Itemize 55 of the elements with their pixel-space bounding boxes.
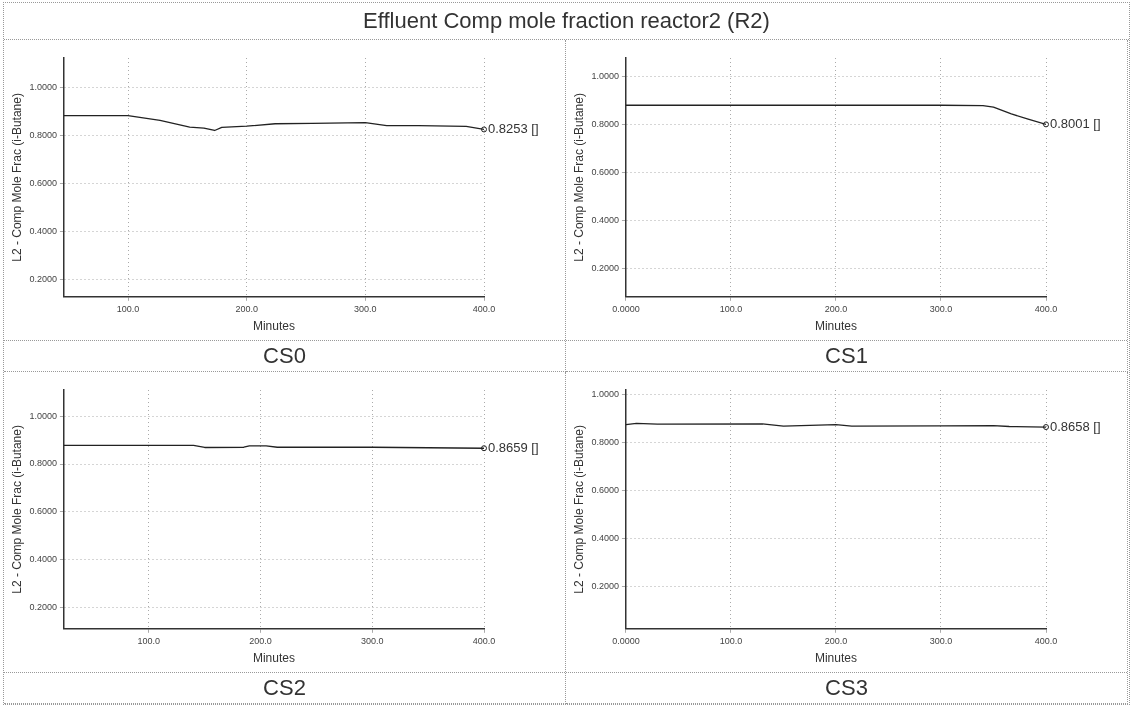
y-tick-label: 0.4000 bbox=[591, 533, 619, 544]
y-tick-label: 0.8000 bbox=[29, 130, 57, 140]
x-tick-label: 300.0 bbox=[354, 303, 377, 314]
y-tick-label: 0.2000 bbox=[591, 581, 619, 592]
y-tick-label: 0.2000 bbox=[29, 602, 57, 613]
y-tick-label: 0.6000 bbox=[29, 178, 57, 188]
y-tick-label: 0.6000 bbox=[591, 485, 619, 496]
text: CS0 bbox=[4, 340, 565, 371]
y-axis-title: L2 - Comp Mole Frac (i-Butane) bbox=[571, 93, 586, 262]
data-label: 0.8658 [] bbox=[1050, 418, 1101, 434]
x-axis-title: Minutes bbox=[814, 319, 857, 334]
x-tick-label: 300.0 bbox=[929, 635, 953, 646]
data-label: 0.8659 [] bbox=[488, 439, 539, 455]
data-label: 0.8001 [] bbox=[1050, 115, 1101, 131]
x-axis-title: Minutes bbox=[252, 651, 295, 666]
x-axis-title: Minutes bbox=[252, 319, 295, 334]
y-tick-label: 0.4000 bbox=[591, 214, 619, 225]
x-tick-label: 300.0 bbox=[361, 635, 384, 646]
y-tick-label: 0.8000 bbox=[591, 437, 619, 448]
x-tick-label: 0.0000 bbox=[612, 303, 640, 314]
y-axis-title: L2 - Comp Mole Frac (i-Butane) bbox=[9, 93, 24, 262]
y-tick-label: 1.0000 bbox=[591, 389, 619, 400]
y-axis-title: L2 - Comp Mole Frac (i-Butane) bbox=[571, 425, 586, 594]
x-tick-label: 400.0 bbox=[472, 635, 496, 646]
x-tick-label: 100.0 bbox=[137, 635, 161, 646]
text: Effluent Comp mole fraction reactor2 (R2) bbox=[363, 8, 770, 33]
x-tick-label: 0.0000 bbox=[612, 635, 640, 646]
x-tick-label: 100.0 bbox=[719, 635, 743, 646]
y-tick-label: 0.8000 bbox=[591, 118, 619, 129]
y-tick-label: 0.2000 bbox=[591, 262, 619, 273]
x-tick-label: 200.0 bbox=[249, 635, 272, 646]
y-tick-label: 0.4000 bbox=[29, 554, 57, 565]
text: CS3 bbox=[566, 672, 1127, 703]
text: CS1 bbox=[566, 340, 1127, 371]
text: CS2 bbox=[4, 672, 565, 703]
y-tick-label: 0.8000 bbox=[29, 458, 57, 469]
x-tick-label: 100.0 bbox=[719, 303, 743, 314]
x-tick-label: 400.0 bbox=[1034, 635, 1058, 646]
data-label: 0.8253 [] bbox=[488, 121, 539, 137]
y-tick-label: 0.4000 bbox=[29, 226, 57, 236]
y-axis-title: L2 - Comp Mole Frac (i-Butane) bbox=[9, 425, 24, 594]
y-tick-label: 0.6000 bbox=[591, 166, 619, 177]
x-tick-label: 400.0 bbox=[1034, 303, 1058, 314]
x-tick-label: 400.0 bbox=[472, 303, 496, 314]
x-tick-label: 100.0 bbox=[116, 303, 140, 314]
x-tick-label: 200.0 bbox=[235, 303, 258, 314]
y-tick-label: 1.0000 bbox=[591, 70, 619, 81]
x-tick-label: 200.0 bbox=[824, 635, 848, 646]
x-tick-label: 200.0 bbox=[824, 303, 848, 314]
y-tick-label: 1.0000 bbox=[29, 82, 57, 92]
y-tick-label: 0.2000 bbox=[29, 274, 57, 284]
x-axis-title: Minutes bbox=[814, 651, 857, 666]
y-tick-label: 0.6000 bbox=[29, 506, 57, 517]
x-tick-label: 300.0 bbox=[929, 303, 953, 314]
y-tick-label: 1.0000 bbox=[29, 410, 57, 421]
